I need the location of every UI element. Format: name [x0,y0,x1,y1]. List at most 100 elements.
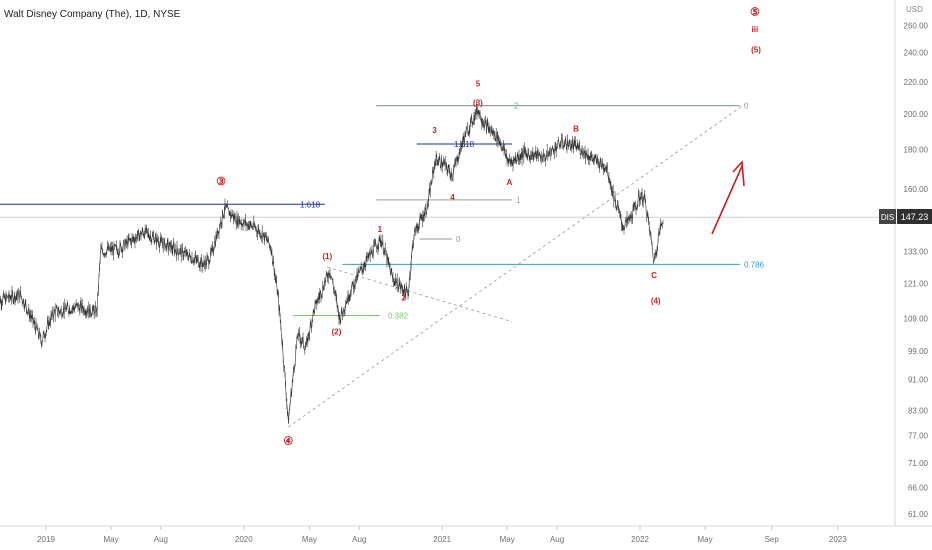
fib-level-label: 0 [456,235,461,244]
price-bar-link [632,205,634,209]
wave-labels: ③ ④ (1) (2) 1 2 3 4 5 (3) A B C (4) ⑤ iii (5) [216,6,761,447]
price-bar-link [302,337,304,347]
price-bar-link [551,149,553,152]
price-bar-link [329,273,331,277]
price-bar-link [344,309,346,311]
price-bar-link [271,248,273,262]
price-bar-link [102,251,104,256]
price-bar-link [393,281,396,285]
price-bar-link [411,243,414,250]
price-bar-link [462,136,465,139]
last-price-badge[interactable]: DIS 147.23 [879,209,932,224]
price-bar-link [426,201,428,215]
price-bar-link [201,257,203,264]
price-bar-link [37,326,39,335]
price-bar-link [602,162,604,169]
price-bar-link [294,349,297,364]
price-bar-link [657,237,659,247]
price-bar-link [589,157,591,161]
price-bar-link [206,257,208,265]
price-bar-link [624,223,626,230]
price-bar-link [25,303,27,309]
price-bar-link [383,249,385,254]
price-bar-link [193,258,195,263]
price-bar-link [264,232,267,238]
price-bar-link [363,265,366,267]
time-axis-ticks[interactable]: 2019 May Aug 2020 May Aug 2021 May Aug 2022 May Sep… [37,526,847,544]
price-bar-link [490,130,492,133]
price-bar-link [48,319,51,324]
price-bar-link [325,272,327,278]
price-bar-link [498,136,500,142]
price-bar-link [380,239,382,247]
price-bar-link [60,308,63,317]
price-bar-link [333,289,336,293]
price-bar-link [416,224,418,228]
symbol-label: DIS [881,213,894,222]
price-bar-link [46,322,48,329]
price-bar-link [90,313,92,316]
price-bar-link [399,286,402,289]
price-bar-link [632,208,634,220]
price-bar-link [20,295,22,298]
price-bar-link [284,365,286,374]
time-tick-label: May [103,535,118,544]
price-bar-link [223,212,225,217]
price-bar-link [318,293,321,299]
price-bar-link [186,251,189,258]
price-bar-link [615,207,618,210]
price-bar-link [612,190,615,202]
price-bar-link [119,243,121,245]
price-bar-link [445,161,447,164]
price-bar-link [573,141,576,143]
price-bar-link [35,322,37,328]
price-bar-link [168,242,171,248]
price-axis-ticks[interactable]: 260.00 240.00 220.00 200.00 180.00 160.00 133.… [904,22,929,520]
price-bar-link [222,216,225,218]
price-bar-link [137,230,139,237]
price-bar-link [309,324,311,335]
price-bar-link [273,261,275,275]
price-bar-link [645,200,647,212]
price-bar-link [17,293,19,300]
price-bar-link [351,281,354,284]
price-bar-link [411,249,413,256]
price-bar-link [538,151,540,156]
price-bar-link [296,336,298,347]
price-bar-link [159,242,161,248]
price-bar-link [138,234,141,241]
price-bar-link [552,146,554,150]
price-bar-link [93,308,96,317]
price-bar-link [180,246,183,257]
price-bar-link [357,272,359,279]
price-bar-link [218,225,220,234]
price-bar-link [353,280,355,289]
price-bar-link [444,161,447,167]
price-bar-link [67,306,69,312]
price-bar-link [282,358,285,367]
price-bar-link [92,305,94,310]
price-bar-link [630,213,633,220]
price-bar-link [410,254,412,266]
price-bar-link [33,320,36,326]
price-bar-link [9,297,12,301]
price-bar-link [207,256,210,265]
price-bar-link [172,243,174,252]
price-bar-link [617,203,619,207]
price-bar-link [251,225,253,228]
price-bar-link [657,231,660,238]
price-bar-link [648,225,651,235]
price-bar-link [212,250,214,253]
price-bar-link [188,256,190,261]
price-bar-link [415,224,417,235]
price-bar-link [585,150,588,157]
price-bar-link [227,205,229,208]
price-bar-link [545,157,547,161]
price-bar-link [336,298,338,308]
price-bar-link [280,325,282,336]
chart-title[interactable]: Walt Disney Company (The), 1D, NYSE [4,9,181,20]
price-bar-link [439,157,441,167]
price-bar-link [527,153,529,160]
price-bar-link [122,241,124,248]
